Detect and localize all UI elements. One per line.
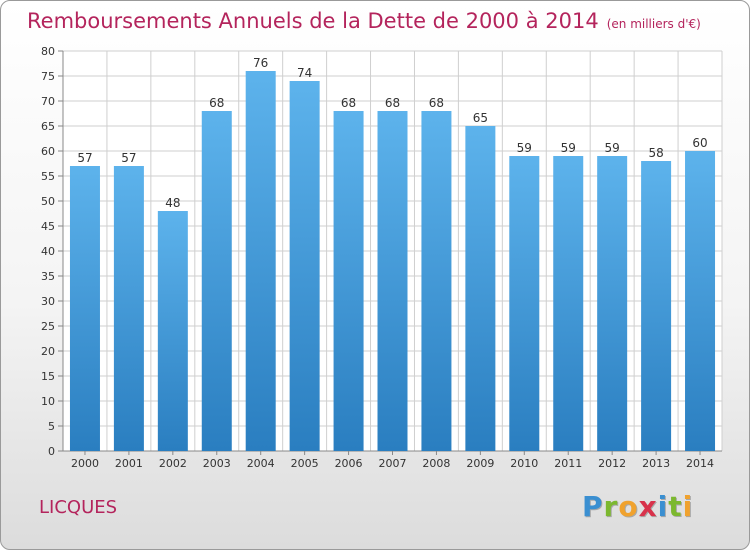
x-tick-label: 2000	[71, 457, 99, 470]
commune-name: LICQUES	[39, 497, 118, 518]
x-tick-label: 2009	[466, 457, 494, 470]
data-label: 59	[517, 141, 532, 155]
y-tick-label: 40	[41, 245, 55, 258]
y-tick-label: 50	[41, 195, 55, 208]
bar	[597, 156, 628, 451]
data-label: 65	[473, 111, 488, 125]
y-tick-label: 55	[41, 170, 55, 183]
bar	[333, 111, 364, 451]
y-tick-label: 10	[41, 395, 55, 408]
bar	[201, 111, 232, 451]
data-label: 68	[209, 96, 224, 110]
logo-letter: t	[668, 490, 683, 523]
x-tick-label: 2007	[379, 457, 407, 470]
x-tick-label: 2014	[686, 457, 714, 470]
logo-letter: r	[603, 490, 619, 523]
data-label: 68	[429, 96, 444, 110]
bar	[465, 126, 496, 451]
x-tick-label: 2002	[159, 457, 187, 470]
data-label: 58	[648, 146, 663, 160]
logo-letter: x	[638, 490, 658, 523]
x-tick-label: 2006	[335, 457, 363, 470]
bar	[289, 81, 320, 451]
x-tick-label: 2011	[554, 457, 582, 470]
data-label: 48	[165, 196, 180, 210]
bar	[69, 166, 100, 451]
y-tick-label: 15	[41, 370, 55, 383]
y-tick-label: 25	[41, 320, 55, 333]
bar	[509, 156, 540, 451]
data-label: 68	[385, 96, 400, 110]
logo-letter: i	[682, 490, 694, 523]
y-tick-label: 60	[41, 145, 55, 158]
logo-letter: i	[657, 490, 669, 523]
logo-letter: P	[582, 490, 604, 523]
x-tick-label: 2001	[115, 457, 143, 470]
x-tick-label: 2003	[203, 457, 231, 470]
x-tick-label: 2004	[247, 457, 275, 470]
bar	[641, 161, 672, 451]
y-tick-label: 70	[41, 95, 55, 108]
x-tick-label: 2008	[422, 457, 450, 470]
bar	[245, 71, 276, 451]
chart-title-text: Remboursements Annuels de la Dette de 20…	[27, 9, 599, 33]
logo-letter: o	[618, 490, 639, 523]
y-tick-label: 20	[41, 345, 55, 358]
data-label: 76	[253, 56, 268, 70]
y-tick-label: 30	[41, 295, 55, 308]
bar	[113, 166, 144, 451]
bar	[553, 156, 584, 451]
bar	[685, 151, 716, 451]
proxiti-logo: Proxiti	[582, 490, 693, 523]
y-tick-label: 35	[41, 270, 55, 283]
bar	[377, 111, 408, 451]
y-tick-label: 65	[41, 120, 55, 133]
x-tick-label: 2012	[598, 457, 626, 470]
data-label: 57	[121, 151, 136, 165]
y-tick-label: 45	[41, 220, 55, 233]
chart-unit: (en milliers d'€)	[606, 17, 701, 31]
x-tick-label: 2010	[510, 457, 538, 470]
data-label: 74	[297, 66, 312, 80]
data-label: 59	[605, 141, 620, 155]
chart-title: Remboursements Annuels de la Dette de 20…	[27, 9, 701, 33]
bar	[157, 211, 188, 451]
data-label: 60	[692, 136, 707, 150]
x-tick-label: 2013	[642, 457, 670, 470]
data-label: 68	[341, 96, 356, 110]
data-label: 59	[561, 141, 576, 155]
x-tick-label: 2005	[291, 457, 319, 470]
y-tick-label: 5	[48, 420, 55, 433]
y-tick-label: 75	[41, 70, 55, 83]
y-tick-label: 0	[48, 445, 55, 458]
bar	[421, 111, 452, 451]
y-tick-label: 80	[41, 45, 55, 58]
data-label: 57	[77, 151, 92, 165]
